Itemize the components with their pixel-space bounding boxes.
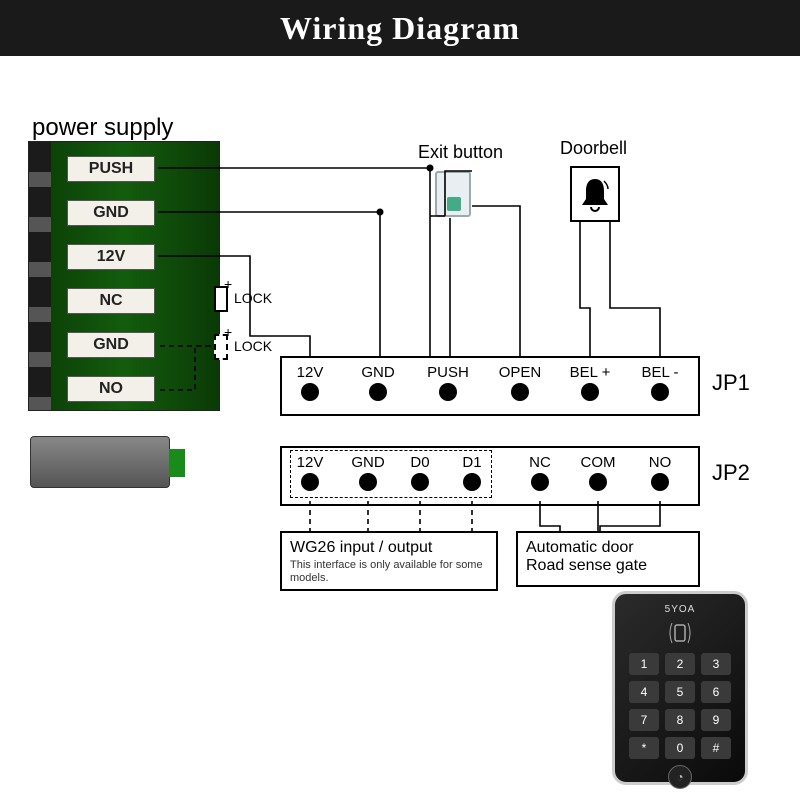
terminal-bel+: BEL +	[566, 364, 614, 401]
keypad-key-5: 5	[665, 681, 695, 703]
page-title: Wiring Diagram	[280, 10, 520, 47]
keypad-bell-button: ◔	[668, 765, 692, 789]
keypad-key-#: #	[701, 737, 731, 759]
terminal-gnd: GND	[354, 364, 402, 401]
terminal-com: COM	[574, 454, 622, 491]
keypad-key-4: 4	[629, 681, 659, 703]
terminal-d0: D0	[396, 454, 444, 491]
keypad-key-9: 9	[701, 709, 731, 731]
keypad-key-*: *	[629, 737, 659, 759]
keypad-key-1: 1	[629, 653, 659, 675]
terminal-d1: D1	[448, 454, 496, 491]
doorbell-label: Doorbell	[560, 138, 627, 159]
terminal-bel-: BEL -	[636, 364, 684, 401]
auto-door-line2: Road sense gate	[526, 557, 690, 575]
terminal-open: OPEN	[496, 364, 544, 401]
title-bar: Wiring Diagram	[0, 0, 800, 56]
psu-terminal-gnd1: GND	[67, 200, 155, 226]
terminal-12v: 12V	[286, 364, 334, 401]
diagram-canvas: power supply PUSH GND 12V NC GND NO + LO…	[0, 56, 800, 800]
keypad-key-6: 6	[701, 681, 731, 703]
terminal-12v: 12V	[286, 454, 334, 491]
psu-terminal-gnd2: GND	[67, 332, 155, 358]
psu-terminal-no: NO	[67, 376, 155, 402]
terminal-no: NO	[636, 454, 684, 491]
wg26-title: WG26 input / output	[290, 539, 488, 557]
keypad-keys: 123 456 789 * 0 #	[629, 653, 731, 759]
exit-button-label: Exit button	[418, 142, 503, 163]
keypad-device: 5YOA 123456789*0# ◔	[612, 591, 748, 785]
auto-door-info-box: Automatic door Road sense gate	[516, 531, 700, 587]
psu-terminal-12v: 12V	[67, 244, 155, 270]
lock-plus-label: LOCK	[234, 290, 272, 306]
auto-door-line1: Automatic door	[526, 539, 690, 557]
psu-terminal-push: PUSH	[67, 156, 155, 182]
keypad-key-7: 7	[629, 709, 659, 731]
jp2-label: JP2	[712, 460, 750, 486]
terminal-nc: NC	[516, 454, 564, 491]
power-supply-pcb: PUSH GND 12V NC GND NO	[28, 141, 220, 411]
keypad-key-3: 3	[701, 653, 731, 675]
keypad-rfid-icon	[629, 619, 731, 647]
exit-button-icon	[435, 171, 471, 217]
terminal-gnd: GND	[344, 454, 392, 491]
wg26-note: This interface is only available for som…	[290, 559, 488, 585]
psu-terminal-nc: NC	[67, 288, 155, 314]
keypad-key-2: 2	[665, 653, 695, 675]
power-supply-label: power supply	[32, 114, 173, 142]
wg26-info-box: WG26 input / output This interface is on…	[280, 531, 498, 591]
jp1-label: JP1	[712, 370, 750, 396]
lock-minus-label: LOCK	[234, 338, 272, 354]
power-adapter-image	[30, 436, 170, 488]
keypad-key-0: 0	[665, 737, 695, 759]
keypad-key-8: 8	[665, 709, 695, 731]
doorbell-icon	[570, 166, 620, 222]
terminal-push: PUSH	[424, 364, 472, 401]
keypad-brand: 5YOA	[629, 604, 731, 615]
